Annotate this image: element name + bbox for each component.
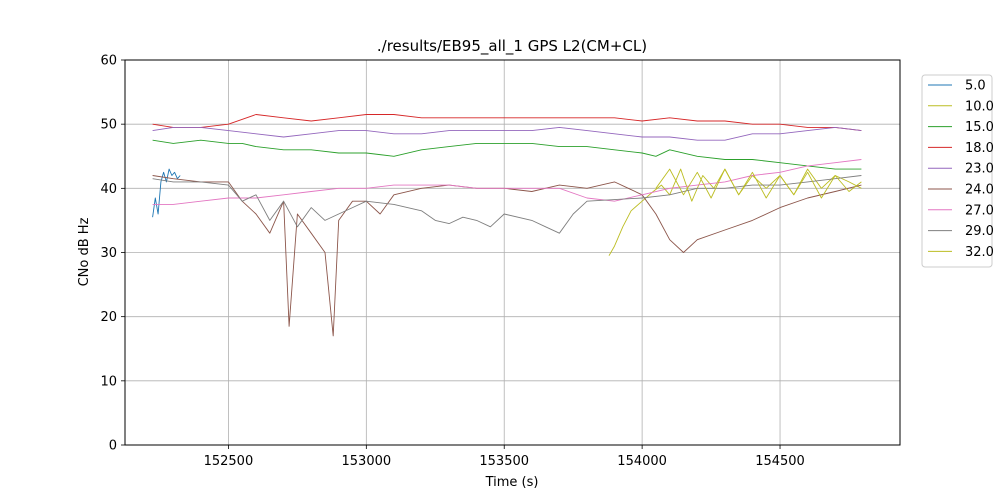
y-tick-label: 30 xyxy=(100,246,117,261)
legend-entry: 18.0 xyxy=(965,141,994,156)
y-axis: 0 10 20 30 40 50 60 xyxy=(100,54,125,454)
y-tick-label: 10 xyxy=(100,374,117,389)
x-tick-label: 153500 xyxy=(479,454,529,469)
legend-entry: 15.0 xyxy=(965,120,994,135)
x-axis: 152500 153000 153500 154000 154500 xyxy=(204,445,805,469)
y-tick-label: 50 xyxy=(100,118,117,133)
legend-box xyxy=(921,74,993,268)
series-line-15-0 xyxy=(152,139,862,170)
x-tick-label: 154000 xyxy=(617,454,667,469)
series-line-18-0 xyxy=(152,114,862,132)
x-axis-label: Time (s) xyxy=(485,475,539,490)
legend-entry: 24.0 xyxy=(965,183,994,198)
legend-entry: 29.0 xyxy=(965,224,994,239)
x-tick-label: 154500 xyxy=(755,454,805,469)
y-tick-label: 40 xyxy=(100,182,117,197)
legend-entry: 32.0 xyxy=(965,245,994,260)
y-tick-label: 20 xyxy=(100,310,117,325)
y-axis-label: CNo dB Hz xyxy=(77,217,92,286)
series-line-24-0 xyxy=(152,175,862,337)
legend-entry: 23.0 xyxy=(965,162,994,177)
legend: 5.0 10.0 15.0 18.0 23.0 24.0 27.0 29.0 32.0 xyxy=(921,74,994,268)
series-line-23-0 xyxy=(152,126,862,141)
series-line-5-0 xyxy=(152,168,181,218)
legend-entry: 27.0 xyxy=(965,203,994,218)
legend-entry: 5.0 xyxy=(965,79,986,94)
chart-title: ./results/EB95_all_1 GPS L2(CM+CL) xyxy=(377,37,647,56)
series-line-27-0 xyxy=(152,159,862,205)
series-line-32-0 xyxy=(655,168,862,199)
x-tick-label: 152500 xyxy=(204,454,254,469)
series-layer xyxy=(152,114,862,337)
legend-entry: 10.0 xyxy=(965,99,994,114)
y-tick-label: 60 xyxy=(100,54,117,69)
y-tick-label: 0 xyxy=(109,439,117,454)
x-tick-label: 153000 xyxy=(342,454,392,469)
series-line-29-0 xyxy=(152,175,862,234)
